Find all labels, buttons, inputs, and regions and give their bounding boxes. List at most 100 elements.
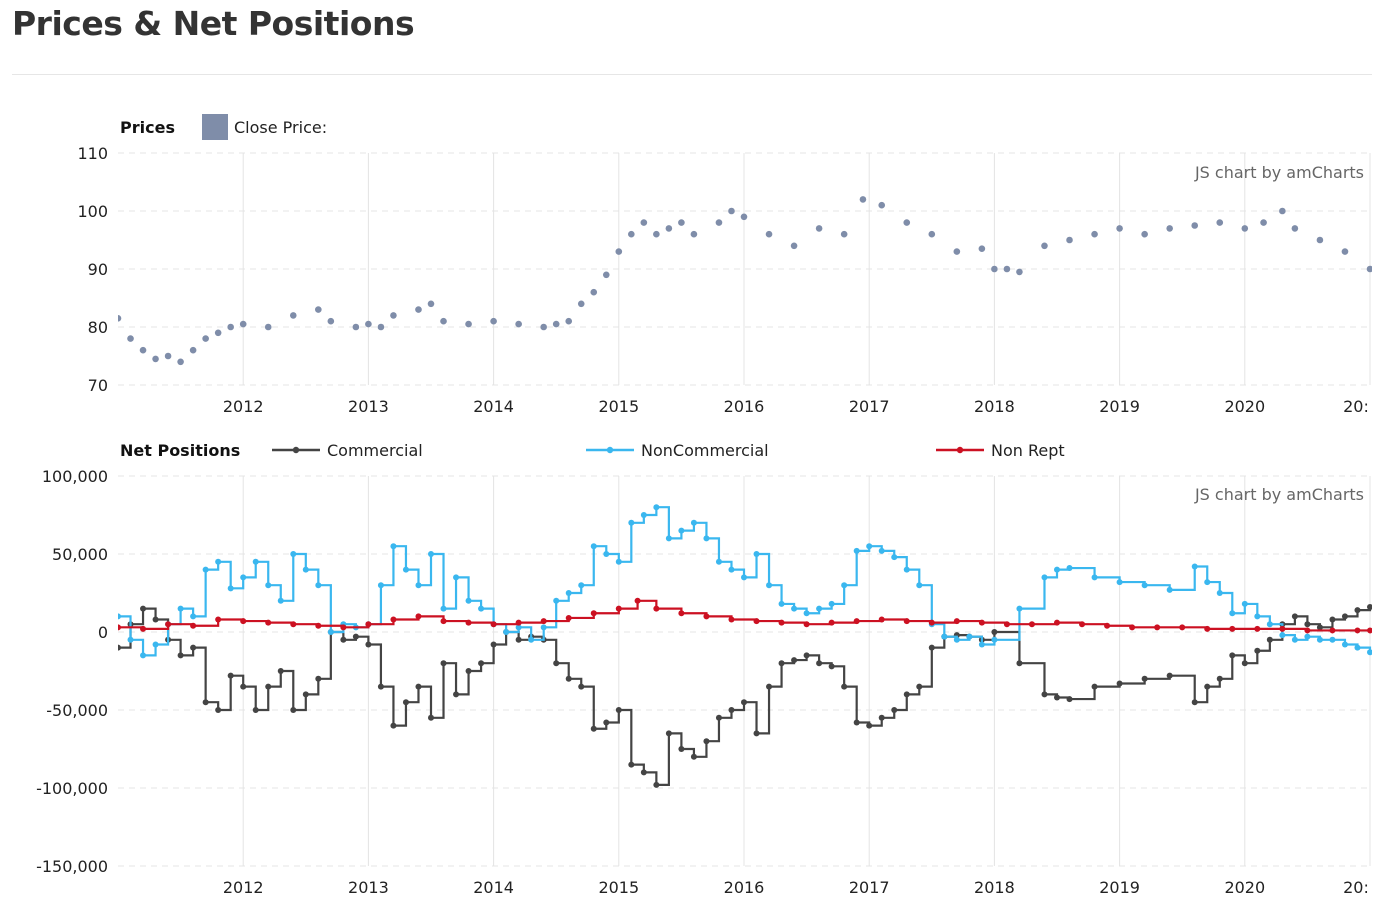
data-point[interactable] xyxy=(340,636,347,643)
data-point[interactable] xyxy=(453,691,460,698)
data-point[interactable] xyxy=(816,605,823,612)
data-point[interactable] xyxy=(590,610,597,617)
data-point[interactable] xyxy=(728,566,735,573)
data-point[interactable] xyxy=(1254,625,1261,632)
data-point[interactable] xyxy=(277,668,284,674)
data-point[interactable] xyxy=(215,707,222,713)
data-point[interactable] xyxy=(841,683,848,690)
data-point[interactable] xyxy=(741,699,747,706)
legend-item-commercial[interactable]: Commercial xyxy=(272,441,423,460)
data-point[interactable] xyxy=(202,335,209,342)
data-point[interactable] xyxy=(428,714,434,721)
data-point[interactable] xyxy=(227,672,234,679)
data-point[interactable] xyxy=(791,657,798,664)
data-point[interactable] xyxy=(1104,622,1111,629)
data-point[interactable] xyxy=(1216,675,1223,682)
data-point[interactable] xyxy=(164,352,172,360)
data-point[interactable] xyxy=(515,624,522,631)
data-point[interactable] xyxy=(991,636,998,643)
data-point[interactable] xyxy=(202,699,209,706)
data-point[interactable] xyxy=(277,597,284,604)
data-point[interactable] xyxy=(878,714,885,721)
data-point[interactable] xyxy=(628,761,635,768)
data-point[interactable] xyxy=(653,605,660,612)
data-point[interactable] xyxy=(365,621,372,628)
data-point[interactable] xyxy=(440,605,447,612)
data-point[interactable] xyxy=(215,616,222,623)
data-point[interactable] xyxy=(540,618,547,625)
data-point[interactable] xyxy=(1341,641,1348,648)
data-point[interactable] xyxy=(1091,574,1098,581)
data-point[interactable] xyxy=(1054,619,1060,626)
data-point[interactable] xyxy=(289,312,297,319)
data-point[interactable] xyxy=(1316,236,1324,244)
data-point[interactable] xyxy=(1229,625,1236,632)
data-point[interactable] xyxy=(1316,636,1323,643)
data-point[interactable] xyxy=(1129,624,1136,631)
data-point[interactable] xyxy=(715,714,722,721)
data-point[interactable] xyxy=(465,619,472,626)
data-point[interactable] xyxy=(265,619,272,626)
data-point[interactable] xyxy=(227,585,234,592)
data-point[interactable] xyxy=(953,248,961,255)
data-point[interactable] xyxy=(252,558,259,565)
data-point[interactable] xyxy=(690,753,697,760)
data-point[interactable] xyxy=(916,582,923,589)
data-point[interactable] xyxy=(115,613,121,620)
data-point[interactable] xyxy=(1254,613,1261,620)
data-point[interactable] xyxy=(803,621,810,628)
data-point[interactable] xyxy=(578,683,585,690)
data-point[interactable] xyxy=(290,707,297,713)
data-point[interactable] xyxy=(540,624,547,631)
data-point[interactable] xyxy=(115,315,122,322)
data-point[interactable] xyxy=(315,582,322,589)
data-point[interactable] xyxy=(1204,625,1211,632)
data-point[interactable] xyxy=(565,590,572,596)
legend-item-noncommercial[interactable]: NonCommercial xyxy=(586,441,769,460)
data-point[interactable] xyxy=(703,535,710,542)
data-point[interactable] xyxy=(778,600,785,607)
data-point[interactable] xyxy=(139,346,147,354)
data-point[interactable] xyxy=(1266,636,1273,643)
data-point[interactable] xyxy=(891,554,898,561)
data-point[interactable] xyxy=(503,629,510,635)
data-point[interactable] xyxy=(327,317,335,325)
data-point[interactable] xyxy=(978,245,986,252)
data-point[interactable] xyxy=(678,610,685,617)
data-point[interactable] xyxy=(1341,248,1349,255)
data-point[interactable] xyxy=(265,683,272,690)
data-point[interactable] xyxy=(891,707,898,713)
data-point[interactable] xyxy=(1204,683,1211,690)
data-point[interactable] xyxy=(127,636,134,643)
data-point[interactable] xyxy=(740,213,748,221)
data-point[interactable] xyxy=(840,230,848,238)
data-point[interactable] xyxy=(728,207,735,215)
data-point[interactable] xyxy=(565,675,572,682)
data-point[interactable] xyxy=(240,618,247,625)
data-point[interactable] xyxy=(1279,625,1286,632)
data-point[interactable] xyxy=(1329,627,1336,634)
data-point[interactable] xyxy=(440,660,447,667)
data-point[interactable] xyxy=(390,616,397,623)
data-point[interactable] xyxy=(1316,624,1323,631)
data-point[interactable] xyxy=(1366,265,1374,273)
data-point[interactable] xyxy=(853,618,860,625)
data-point[interactable] xyxy=(640,769,647,776)
data-point[interactable] xyxy=(1179,624,1186,631)
data-point[interactable] xyxy=(140,605,147,612)
data-point[interactable] xyxy=(190,644,197,651)
data-point[interactable] xyxy=(177,605,184,612)
data-point[interactable] xyxy=(315,622,322,629)
data-point[interactable] xyxy=(340,624,347,631)
data-point[interactable] xyxy=(1141,675,1148,682)
data-point[interactable] xyxy=(1116,579,1123,586)
data-point[interactable] xyxy=(690,230,698,238)
data-point[interactable] xyxy=(565,317,573,325)
data-point[interactable] xyxy=(790,242,798,250)
data-point[interactable] xyxy=(1304,627,1311,634)
data-point[interactable] xyxy=(214,329,222,337)
data-point[interactable] xyxy=(127,335,134,342)
data-point[interactable] xyxy=(453,574,460,581)
data-point[interactable] xyxy=(202,566,209,573)
data-point[interactable] xyxy=(753,618,760,625)
